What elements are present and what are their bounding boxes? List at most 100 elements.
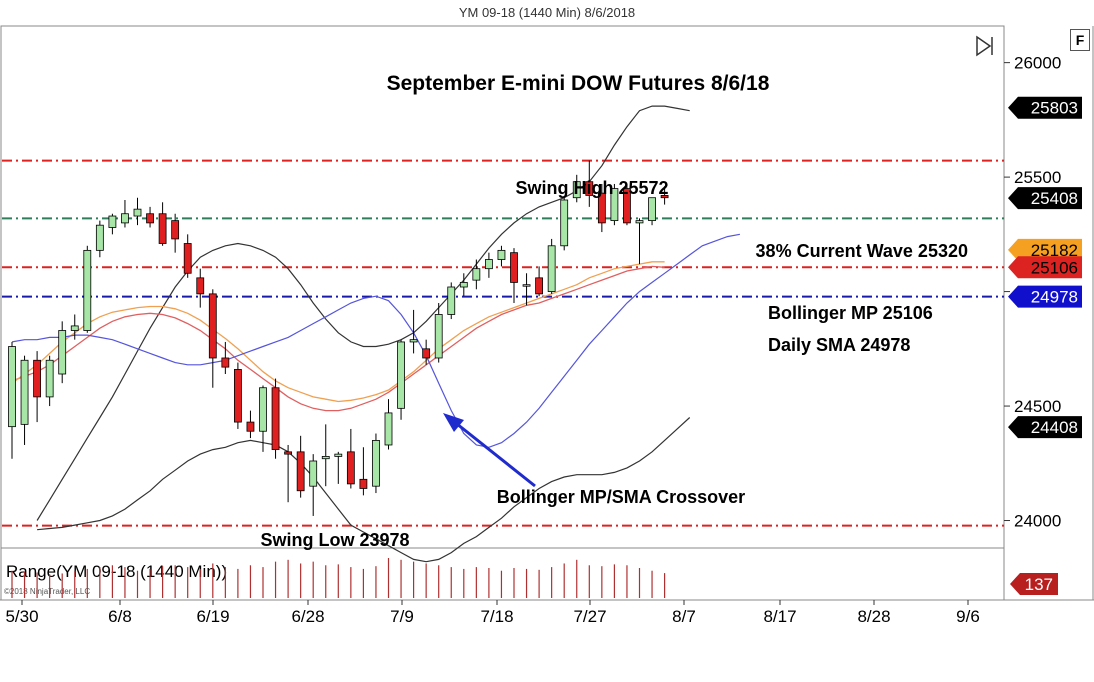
price-marker-label: 25182 xyxy=(1031,241,1078,260)
candle-body xyxy=(635,220,644,224)
candle-body xyxy=(409,339,418,343)
slow-band-line xyxy=(11,233,741,448)
candle-body xyxy=(284,451,293,455)
candle xyxy=(271,378,280,459)
candle-body xyxy=(535,277,543,295)
price-marker-shape xyxy=(1008,238,1082,261)
candle xyxy=(484,252,493,278)
daily-sma-label: Daily SMA 24978 xyxy=(768,335,910,355)
price-marker-label: 25408 xyxy=(1031,189,1078,208)
candle xyxy=(121,200,129,228)
range-value-label: 137 xyxy=(1025,575,1053,594)
price-marker: 25106 xyxy=(1008,256,1082,279)
candle-body xyxy=(346,451,355,485)
candle-body xyxy=(585,181,594,196)
candle-body xyxy=(121,213,129,224)
price-marker-shape xyxy=(1008,96,1082,119)
candle xyxy=(95,220,104,258)
candle-body xyxy=(397,341,405,409)
candle xyxy=(510,248,518,304)
sma-line xyxy=(11,261,665,403)
candle-body xyxy=(510,252,518,283)
y-tick-label: 25500 xyxy=(1014,168,1061,187)
candle xyxy=(20,355,29,445)
candle-body xyxy=(309,460,318,487)
price-marker-shape xyxy=(1008,416,1082,439)
candle xyxy=(397,339,405,420)
candle-body xyxy=(434,314,443,359)
candle xyxy=(497,245,506,267)
candle xyxy=(585,160,594,207)
candle-body xyxy=(372,439,380,487)
candle-body xyxy=(648,197,656,222)
candle-body xyxy=(271,387,280,450)
candle xyxy=(572,174,581,203)
candle-body xyxy=(158,213,167,244)
candle-body xyxy=(334,453,343,457)
x-tick-label: 7/18 xyxy=(480,607,513,626)
candle-body xyxy=(560,199,569,247)
candle-body xyxy=(196,277,205,295)
candle-body xyxy=(58,330,67,375)
candle-body xyxy=(133,208,142,217)
candle xyxy=(472,259,481,290)
fib-level-label: 38% Current Wave 25320 xyxy=(756,241,968,261)
x-tick-label: 9/6 xyxy=(956,607,980,626)
candle xyxy=(635,218,644,265)
candle xyxy=(208,289,217,388)
price-marker: 25182 xyxy=(1008,238,1082,261)
copyright-text: ©2018 NinjaTrader, LLC xyxy=(4,587,90,596)
candle xyxy=(133,197,142,226)
range-value-marker xyxy=(1010,573,1058,595)
candle xyxy=(183,234,192,278)
candle-body xyxy=(597,192,606,224)
price-marker: 24408 xyxy=(1008,416,1082,439)
skip-end-icon xyxy=(976,35,993,57)
candle xyxy=(334,451,343,484)
candle-body xyxy=(484,259,493,270)
candle xyxy=(246,410,255,439)
candle-body xyxy=(259,387,267,432)
candle xyxy=(83,245,92,333)
candle-body xyxy=(183,243,192,274)
candle-body xyxy=(459,282,468,288)
candle-body xyxy=(83,249,92,331)
candle-body xyxy=(660,195,669,199)
lower-bollinger-band xyxy=(37,417,691,563)
candle-body xyxy=(95,224,104,251)
candle xyxy=(108,213,117,235)
candle-body xyxy=(246,421,255,432)
crossover-arrow-shaft xyxy=(451,418,536,488)
candle xyxy=(158,202,167,246)
candle xyxy=(648,197,656,226)
x-tick-label: 8/7 xyxy=(672,607,696,626)
candle xyxy=(359,447,368,496)
candle xyxy=(8,341,16,459)
candle-body xyxy=(33,359,41,398)
candle xyxy=(434,303,443,363)
candle-body xyxy=(45,359,54,398)
price-panel-frame xyxy=(0,25,1005,549)
chart-title: September E-mini DOW Futures 8/6/18 xyxy=(387,72,770,95)
candle xyxy=(384,399,393,450)
candle-body xyxy=(171,220,180,240)
candle-body xyxy=(8,346,16,428)
candle xyxy=(459,273,468,297)
f-button[interactable]: F xyxy=(1070,29,1090,51)
candle xyxy=(259,385,267,452)
candle xyxy=(409,309,418,354)
candle xyxy=(547,238,556,294)
candle-body xyxy=(447,286,456,315)
price-marker: 25408 xyxy=(1008,187,1082,210)
candle-body xyxy=(108,215,117,228)
candle-body xyxy=(572,181,581,199)
candle xyxy=(33,351,41,423)
candle xyxy=(284,444,293,503)
bollinger-mp-label: Bollinger MP 25106 xyxy=(768,303,933,323)
candle xyxy=(660,186,669,205)
candle xyxy=(58,321,67,384)
candle xyxy=(70,314,79,340)
candle-body xyxy=(522,284,531,287)
x-tick-label: 7/9 xyxy=(390,607,414,626)
